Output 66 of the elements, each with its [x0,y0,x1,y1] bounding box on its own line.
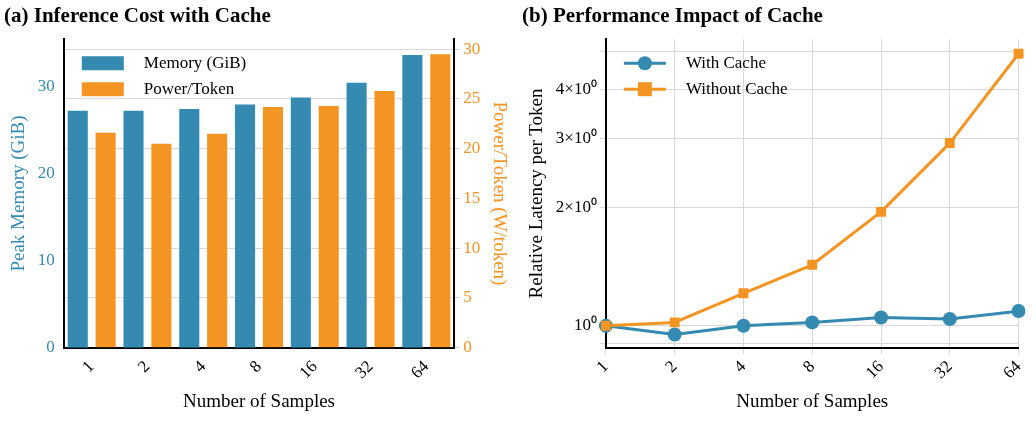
x-tick-label: 64 [406,356,433,382]
y-tick-label: 3×10⁰ [555,127,597,147]
bar [207,133,228,348]
point [807,259,818,270]
x-tick-label: 4 [189,356,210,376]
point [1011,304,1026,319]
y-tick-label: 4×10⁰ [555,78,597,98]
y-axis-title: Peak Memory (GiB) [7,115,30,272]
y-tick-label: 10⁰ [573,315,597,335]
y-tick-label: 10 [37,250,55,270]
y2-tick-label: 20 [463,138,481,158]
x-tick-label: 16 [295,356,321,382]
x-tick-label: 16 [861,356,887,382]
legend-label: Memory (GiB) [143,52,247,72]
x-axis-title: Number of Samples [736,389,889,411]
y2-axis-title: Power/Token (W/token) [488,101,511,286]
bar [346,82,367,348]
x-tick-label: 32 [351,356,377,382]
y-tick-label: 30 [37,75,55,95]
chart-title: (b) Performance Impact of Cache [522,3,823,28]
bar [290,97,311,348]
bar [235,104,256,348]
point [942,312,957,327]
bar [151,143,172,348]
point [667,327,682,342]
bar [374,90,395,348]
bar [430,54,451,348]
x-tick-label: 8 [798,356,819,376]
y2-tick-label: 30 [463,38,481,58]
bar [402,54,423,348]
chart-title: (a) Inference Cost with Cache [4,3,271,28]
point [876,206,886,217]
point [805,315,820,330]
x-tick-label: 2 [661,356,681,376]
y2-tick-label: 0 [463,337,472,357]
x-axis-title: Number of Samples [183,389,335,411]
x-tick-label: 1 [592,356,612,376]
bar [262,106,283,348]
y-tick-label: 20 [37,162,55,182]
x-tick-label: 32 [930,356,956,382]
bar [318,105,339,348]
x-tick-label: 2 [134,356,154,376]
y-tick-label: 2×10⁰ [555,197,597,217]
y2-tick-label: 25 [463,88,481,108]
point [736,318,751,333]
bar [123,110,144,348]
point [874,310,889,325]
legend-label: Without Cache [685,78,788,98]
point [1013,48,1024,59]
bar [179,108,200,348]
bar [67,110,88,348]
legend-label: With Cache [685,52,766,72]
y-tick-label: 0 [46,337,55,357]
y2-tick-label: 10 [463,237,481,257]
legend-label: Power/Token [143,78,235,98]
x-tick-label: 1 [78,356,98,376]
x-tick-label: 4 [729,356,750,376]
y-axis-title: Relative Latency per Token [525,88,547,299]
point [944,138,955,149]
bar [95,132,116,348]
y2-tick-label: 5 [463,287,472,307]
point [669,317,680,328]
x-tick-label: 8 [245,356,265,376]
y2-tick-label: 15 [463,187,481,207]
point [738,288,749,299]
x-tick-label: 64 [999,356,1025,382]
